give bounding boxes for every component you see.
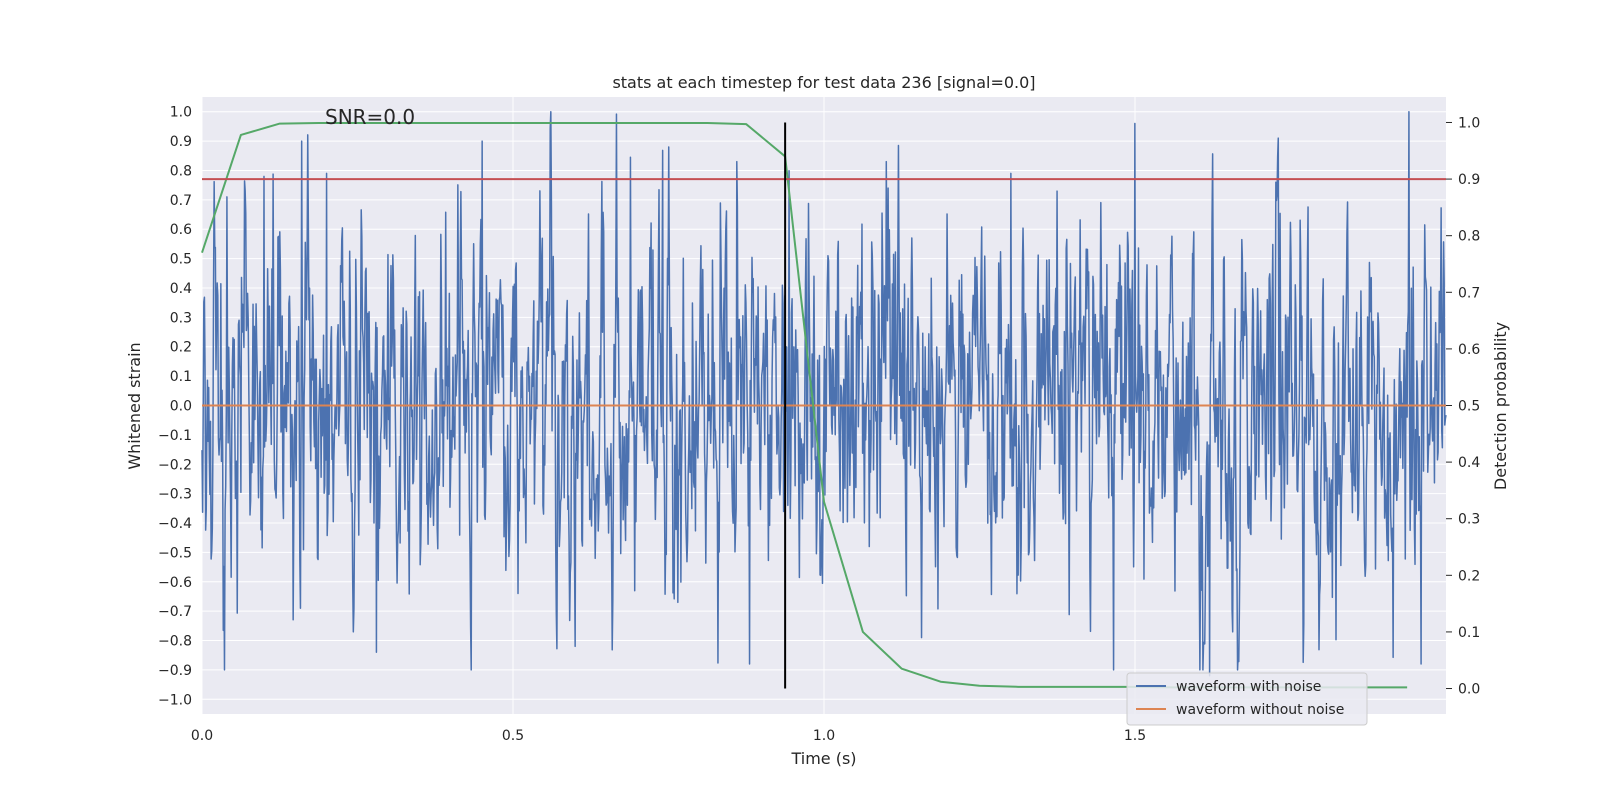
x-tick-label: 1.5 bbox=[1124, 728, 1146, 744]
snr-annotation: SNR=0.0 bbox=[325, 105, 415, 129]
right-tick-label: 0.1 bbox=[1458, 625, 1480, 641]
left-tick-label: 0.2 bbox=[170, 340, 192, 356]
legend-label-with-noise: waveform with noise bbox=[1176, 679, 1321, 695]
right-tick-label: 0.0 bbox=[1458, 682, 1480, 698]
right-tick-label: 0.6 bbox=[1458, 342, 1480, 358]
left-tick-label: 0.9 bbox=[170, 134, 192, 150]
x-tick-label: 0.0 bbox=[191, 728, 213, 744]
left-y-axis: −1.0 −0.9 −0.8 −0.7 −0.6 −0.5 −0.4 −0.3 −0.2 −0.1… bbox=[158, 105, 192, 709]
right-y-axis-label: Detection probability bbox=[1491, 322, 1510, 490]
left-tick-label: 0.7 bbox=[170, 193, 192, 209]
left-tick-label: −0.6 bbox=[158, 575, 192, 591]
left-tick-label: −0.3 bbox=[158, 487, 192, 503]
x-tick-label: 0.5 bbox=[502, 728, 524, 744]
right-tick-label: 1.0 bbox=[1458, 115, 1480, 131]
left-tick-label: −0.8 bbox=[158, 634, 192, 650]
left-tick-label: 0.8 bbox=[170, 163, 192, 179]
left-tick-label: −0.2 bbox=[158, 457, 192, 473]
left-y-axis-label: Whitened strain bbox=[125, 342, 144, 469]
x-axis-label: Time (s) bbox=[790, 749, 856, 768]
chart-title: stats at each timestep for test data 236… bbox=[612, 73, 1035, 92]
left-tick-label: −0.5 bbox=[158, 545, 192, 561]
right-tick-label: 0.2 bbox=[1458, 568, 1480, 584]
left-tick-label: −0.4 bbox=[158, 516, 192, 532]
left-tick-label: −0.1 bbox=[158, 428, 192, 444]
left-tick-label: 0.1 bbox=[170, 369, 192, 385]
left-tick-label: 0.5 bbox=[170, 252, 192, 268]
left-tick-label: 0.3 bbox=[170, 310, 192, 326]
left-tick-label: −0.9 bbox=[158, 663, 192, 679]
left-tick-label: 1.0 bbox=[170, 105, 192, 121]
legend: waveform with noise waveform without noi… bbox=[1126, 672, 1368, 726]
legend-box bbox=[1126, 672, 1368, 726]
left-tick-label: 0.6 bbox=[170, 222, 192, 238]
right-tick-label: 0.4 bbox=[1458, 455, 1480, 471]
right-tick-label: 0.8 bbox=[1458, 229, 1480, 245]
right-tick-label: 0.5 bbox=[1458, 399, 1480, 415]
left-tick-label: 0.4 bbox=[170, 281, 192, 297]
legend-label-without-noise: waveform without noise bbox=[1176, 702, 1344, 718]
x-tick-label: 1.0 bbox=[813, 728, 835, 744]
left-tick-label: −0.7 bbox=[158, 604, 192, 620]
x-axis: 0.0 0.5 1.0 1.5 bbox=[191, 728, 1146, 744]
left-tick-label: −1.0 bbox=[158, 692, 192, 708]
right-tick-label: 0.3 bbox=[1458, 512, 1480, 528]
right-y-axis: 0.0 0.1 0.2 0.3 0.4 0.5 0.6 0.7 0.8 0.9 1.0 bbox=[1446, 115, 1480, 698]
right-tick-label: 0.7 bbox=[1458, 285, 1480, 301]
right-tick-label: 0.9 bbox=[1458, 172, 1480, 188]
left-tick-label: 0.0 bbox=[170, 399, 192, 415]
series-waveform-with-noise bbox=[201, 110, 1447, 677]
